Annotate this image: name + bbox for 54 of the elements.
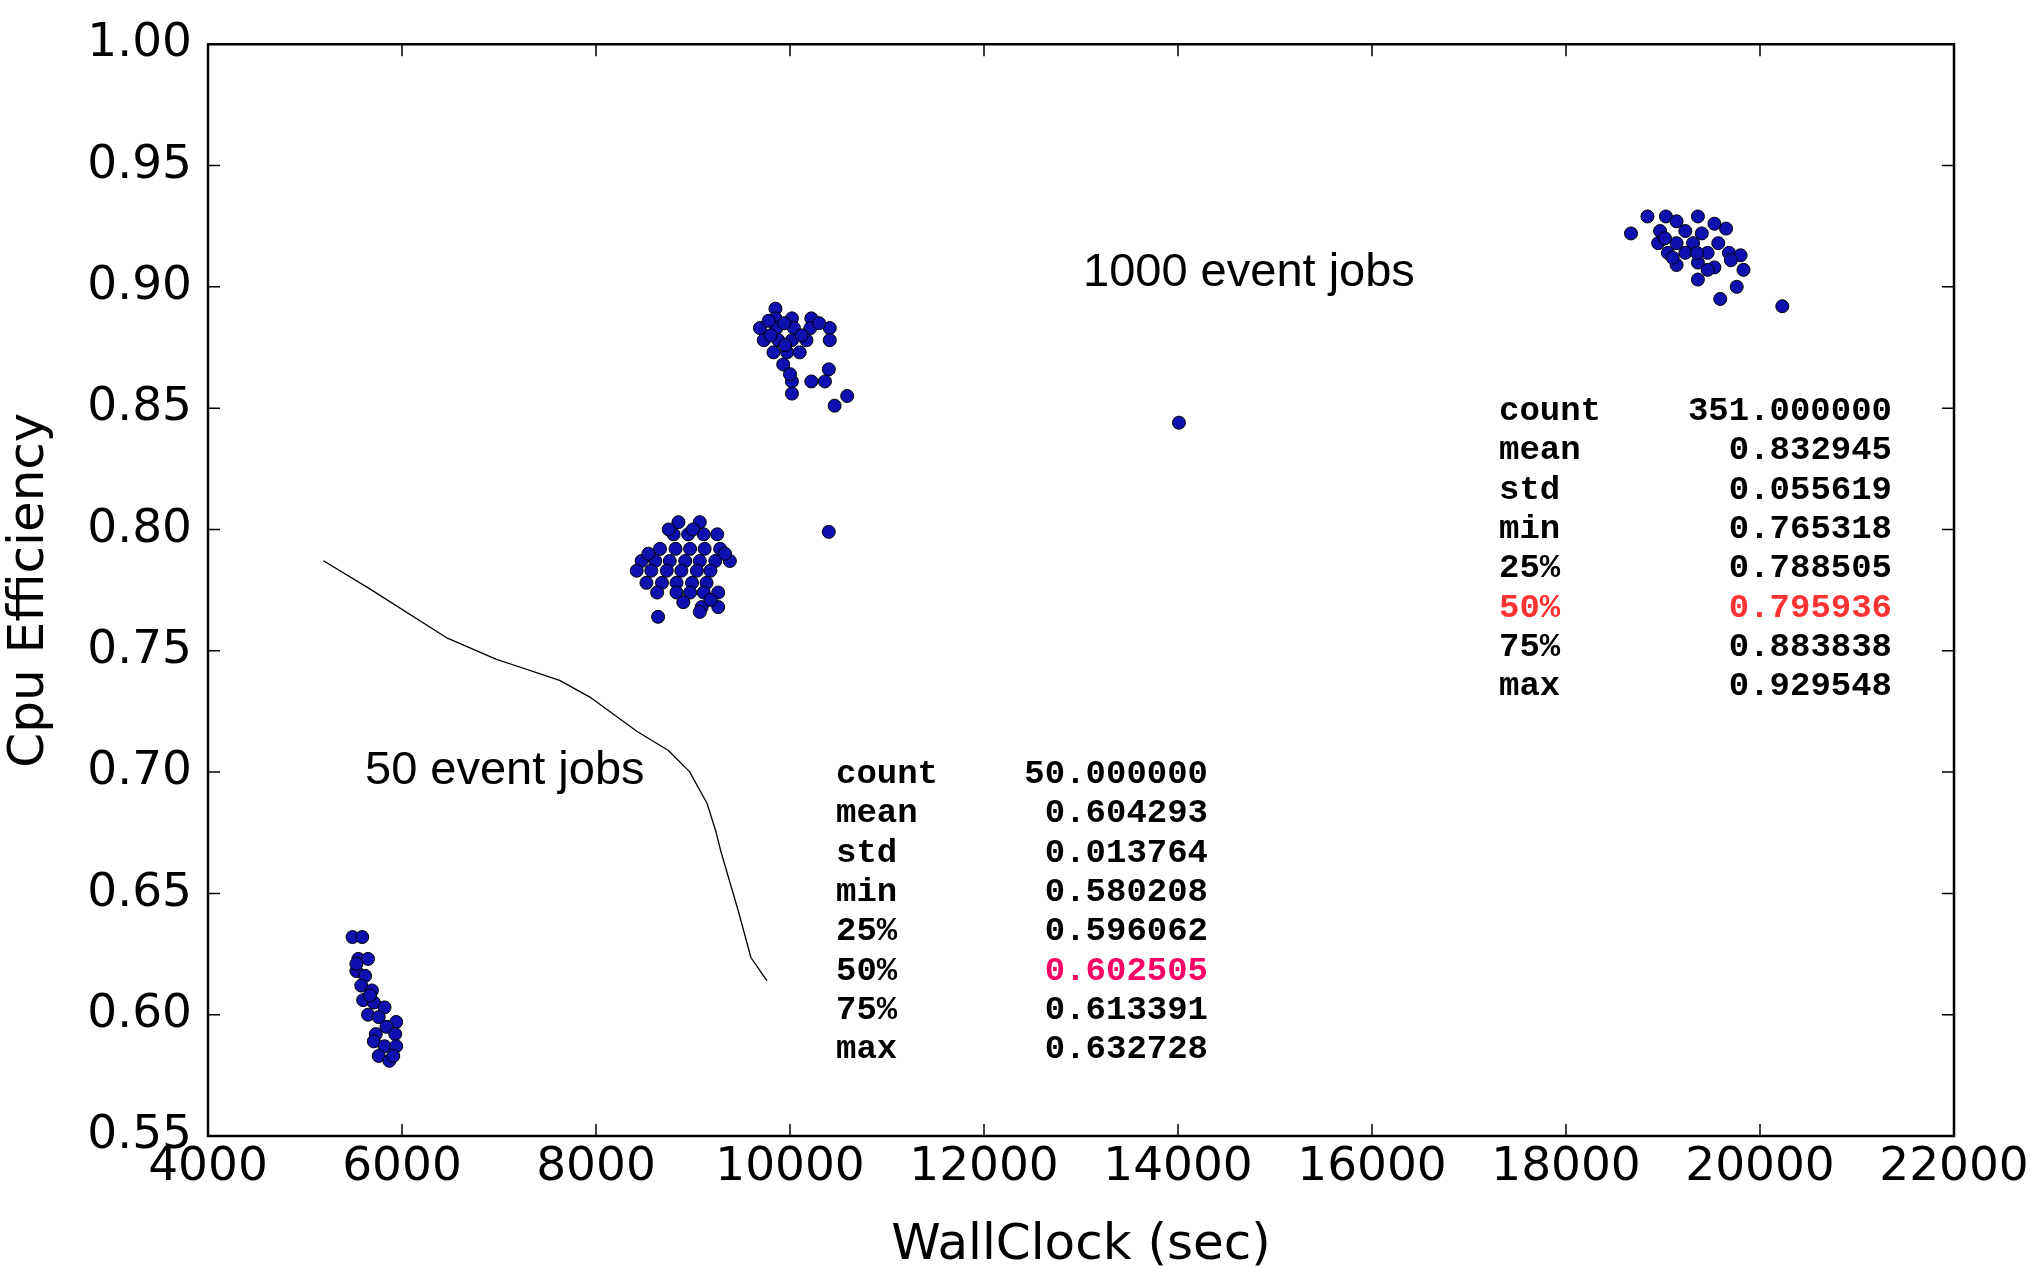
annotation: 0.055619 <box>1728 470 1892 509</box>
x-axis-title: WallClock (sec) <box>891 1212 1271 1271</box>
annotation: 0.580208 <box>1044 872 1208 911</box>
x-tick-label: 6000 <box>342 1136 462 1192</box>
annotation: 50% <box>836 951 898 990</box>
annotation: 0.832945 <box>1728 431 1892 470</box>
annotation: 50.000000 <box>1024 755 1208 793</box>
x-tick-label: 18000 <box>1491 1136 1641 1192</box>
y-tick-label: 0.95 <box>87 133 192 189</box>
x-tick-label: 22000 <box>1879 1136 2029 1192</box>
y-tick-label: 0.85 <box>87 376 192 432</box>
x-tick-label: 20000 <box>1685 1136 1835 1192</box>
y-tick-label: 0.80 <box>87 497 192 553</box>
y-tick-label: 0.90 <box>87 255 192 311</box>
annotation: 0.929548 <box>1728 667 1892 706</box>
annotation: 351.000000 <box>1687 392 1892 430</box>
annotation: 25% <box>1499 549 1561 588</box>
y-tick-label: 0.65 <box>87 861 192 917</box>
annotation: 0.788505 <box>1728 549 1892 588</box>
annotation: 0.632728 <box>1044 1030 1208 1069</box>
annotation: max <box>1499 667 1561 706</box>
annotation: 75% <box>1499 627 1561 666</box>
x-tick-label: 16000 <box>1297 1136 1447 1192</box>
x-tick-label: 12000 <box>909 1136 1059 1192</box>
annotation: 0.013764 <box>1044 833 1208 872</box>
annotation: 0.883838 <box>1728 627 1892 666</box>
annotation: mean <box>1499 431 1581 470</box>
annotation: max <box>836 1030 898 1069</box>
y-tick-label: 0.75 <box>87 618 192 674</box>
annotation: count <box>1499 392 1602 430</box>
x-tick-label: 10000 <box>715 1136 865 1192</box>
y-axis-title: Cpu Efficiency <box>0 412 55 768</box>
annotation: min <box>1499 509 1561 548</box>
x-tick-label: 14000 <box>1103 1136 1253 1192</box>
annotation: std <box>836 833 898 872</box>
annotation: 0.765318 <box>1728 509 1892 548</box>
annotation: count <box>836 755 939 793</box>
annotation: 1000 event jobs <box>1083 243 1415 296</box>
annotation: 75% <box>836 990 898 1029</box>
x-tick-label: 8000 <box>536 1136 656 1192</box>
annotation: mean <box>836 794 918 833</box>
annotation: 0.613391 <box>1044 990 1208 1029</box>
annotation: min <box>836 872 898 911</box>
annotation: 50 event jobs <box>365 741 645 794</box>
annotation: 0.795936 <box>1728 588 1892 627</box>
annotation: std <box>1499 470 1561 509</box>
annotation: 50% <box>1499 588 1561 627</box>
y-tick-label: 0.70 <box>87 740 192 796</box>
annotation: 25% <box>836 912 898 951</box>
annotation: 0.602505 <box>1044 951 1208 990</box>
annotation: 0.604293 <box>1044 794 1208 833</box>
y-tick-label: 1.00 <box>87 12 192 68</box>
annotation: 0.596062 <box>1044 912 1208 951</box>
y-tick-label: 0.60 <box>87 982 192 1038</box>
